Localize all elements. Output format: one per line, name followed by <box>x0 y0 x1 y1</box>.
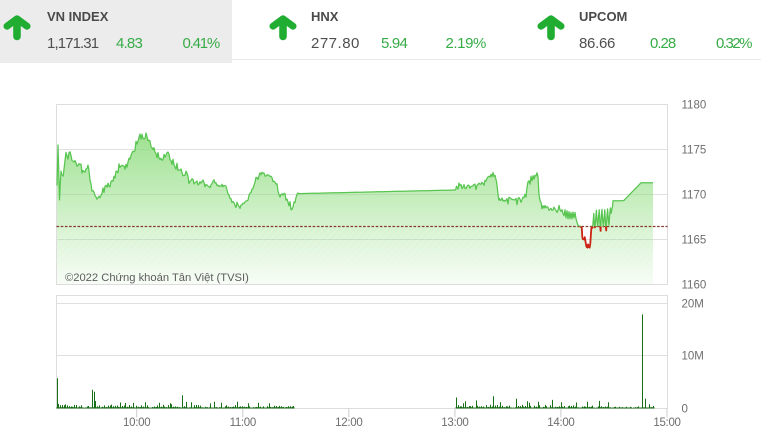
svg-text:20M: 20M <box>682 299 704 311</box>
svg-text:10M: 10M <box>682 351 704 363</box>
svg-text:©2022 Chứng khoán Tân Việt (TV: ©2022 Chứng khoán Tân Việt (TVSI) <box>65 272 249 284</box>
svg-text:0: 0 <box>682 404 688 416</box>
svg-text:1160: 1160 <box>682 280 707 292</box>
svg-text:11:00: 11:00 <box>230 417 256 429</box>
svg-text:1180: 1180 <box>682 100 707 112</box>
svg-text:15:00: 15:00 <box>653 417 680 429</box>
svg-text:10:00: 10:00 <box>123 417 150 429</box>
svg-text:12:00: 12:00 <box>335 417 362 429</box>
svg-text:1170: 1170 <box>682 190 707 202</box>
svg-text:1165: 1165 <box>682 235 707 247</box>
svg-text:1175: 1175 <box>682 145 707 157</box>
svg-text:13:00: 13:00 <box>441 417 468 429</box>
svg-text:14:00: 14:00 <box>547 417 574 429</box>
